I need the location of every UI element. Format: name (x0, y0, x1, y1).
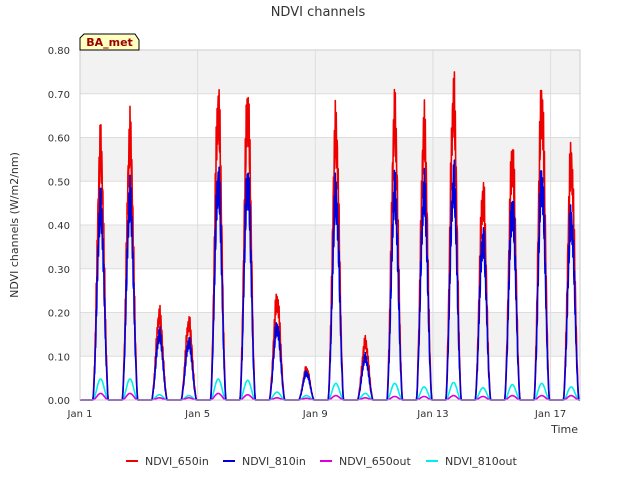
y-tick-label: 0.00 (48, 396, 70, 407)
y-tick-label: 0.80 (48, 46, 70, 57)
grid-band (80, 137, 580, 182)
station-badge-shape (79, 33, 140, 51)
station-badge-text: BA_met (86, 36, 133, 49)
y-tick-label: 0.60 (48, 134, 70, 145)
y-tick-label: 0.40 (48, 221, 70, 232)
x-tick-label: Jan 1 (67, 409, 93, 420)
legend-label: NDVI_650in (145, 455, 209, 468)
plot-bands (80, 50, 580, 357)
x-tick-label: Jan 9 (302, 409, 328, 420)
plot-frame (79, 49, 581, 401)
legend-label: NDVI_650out (339, 455, 411, 468)
x-tick-label: Jan 5 (184, 409, 210, 420)
x-axis-ticks: Jan 1 Jan 5 Jan 9 Jan 13 Jan 17 (67, 409, 567, 420)
y-tick-label: 0.70 (48, 90, 70, 101)
y-axis-label: NDVI channels (W/m2/nm) (8, 152, 21, 298)
grid-band (80, 225, 580, 269)
x-tick-label: Jan 13 (416, 409, 448, 420)
y-tick-label: 0.30 (48, 265, 70, 276)
y-tick-label: 0.50 (48, 177, 70, 188)
x-axis-label: Time (550, 423, 578, 436)
legend-label: NDVI_810in (242, 455, 306, 468)
y-tick-label: 0.20 (48, 309, 70, 320)
legend-item: NDVI_650out (320, 455, 411, 468)
grid-band (80, 50, 580, 94)
legend-item: NDVI_810in (223, 455, 306, 468)
chart-title: NDVI channels (271, 5, 366, 20)
legend-label: NDVI_810out (445, 455, 517, 468)
legend: NDVI_650in NDVI_810in NDVI_650out NDVI_810o… (126, 455, 517, 468)
y-axis-ticks: 0.00 0.10 0.20 0.30 0.40 0.50 0.60 0.70 0.80 (48, 46, 70, 407)
station-badge: BA_met (79, 33, 140, 51)
legend-item: NDVI_650in (126, 455, 209, 468)
y-tick-label: 0.10 (48, 352, 70, 363)
x-tick-label: Jan 17 (534, 409, 566, 420)
legend-item: NDVI_810out (426, 455, 517, 468)
